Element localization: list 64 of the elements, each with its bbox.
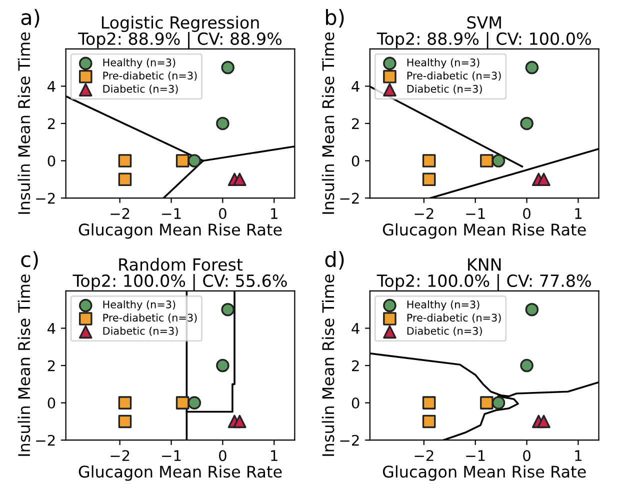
x-tick-label: −2 xyxy=(414,450,434,461)
text: c) xyxy=(21,251,38,270)
x-tick-label: −1 xyxy=(466,208,485,219)
text: a) xyxy=(21,9,40,28)
chart-subtitle: Top2: 100.0% | CV: 55.6% xyxy=(72,274,287,291)
legend-label: Healthy (n=3) xyxy=(103,58,176,68)
y-axis-title: Insulin Mean Rise Time xyxy=(18,32,30,214)
x-axis-title: Glucagon Mean Rise Rate xyxy=(78,223,282,239)
chart-title: Random Forest xyxy=(119,258,243,271)
y-tick-label: 0 xyxy=(48,155,56,167)
chart-subtitle: Top2: 88.9% | CV: 100.0% xyxy=(376,32,591,49)
legend-label: Diabetic (n=3) xyxy=(103,84,178,94)
x-axis-title: Glucagon Mean Rise Rate xyxy=(382,223,586,239)
y-tick-label: 0 xyxy=(352,398,360,409)
y-tick-label: −2 xyxy=(36,192,55,204)
x-tick-label: 1 xyxy=(575,450,582,461)
y-tick-label: −2 xyxy=(340,434,359,446)
x-tick-label: −1 xyxy=(466,450,485,461)
legend-label: Pre-diabetic (n=3) xyxy=(407,314,501,323)
y-tick-label: 4 xyxy=(48,81,56,92)
legend-label: Diabetic (n=3) xyxy=(103,326,178,336)
legend-label: Healthy (n=3) xyxy=(407,58,480,68)
y-tick-label: −2 xyxy=(340,192,359,204)
y-axis-title: Insulin Mean Rise Time xyxy=(18,274,30,456)
x-tick-label: −2 xyxy=(110,208,130,219)
x-tick-label: 0 xyxy=(523,450,530,462)
x-tick-label: 1 xyxy=(575,208,582,219)
chart-title: SVM xyxy=(467,16,501,29)
legend-label: Diabetic (n=3) xyxy=(407,84,482,94)
y-tick-label: 2 xyxy=(352,360,359,372)
y-tick-label: 0 xyxy=(352,155,360,167)
y-tick-label: 4 xyxy=(352,323,360,334)
legend-label: Pre-diabetic (n=3) xyxy=(103,314,197,323)
y-tick-label: −2 xyxy=(36,434,55,446)
y-tick-label: 4 xyxy=(48,323,56,334)
x-tick-label: −1 xyxy=(162,450,181,461)
y-axis-title: Insulin Mean Rise Time xyxy=(322,32,334,214)
text: b) xyxy=(326,8,344,28)
chart-title: KNN xyxy=(468,258,501,271)
x-axis-title: Glucagon Mean Rise Rate xyxy=(78,465,282,481)
x-tick-label: 0 xyxy=(523,208,530,220)
x-tick-label: −2 xyxy=(414,208,434,219)
chart-title: Logistic Regression xyxy=(102,16,259,32)
x-axis-title: Glucagon Mean Rise Rate xyxy=(382,465,586,481)
text: d) xyxy=(325,251,344,270)
x-tick-label: −1 xyxy=(162,208,181,219)
y-tick-label: 4 xyxy=(352,81,360,92)
y-tick-label: 2 xyxy=(48,118,55,130)
x-tick-label: −2 xyxy=(110,450,130,461)
x-tick-label: 1 xyxy=(271,208,278,219)
legend-label: Healthy (n=3) xyxy=(407,300,480,310)
x-tick-label: 0 xyxy=(219,450,226,462)
chart-subtitle: Top2: 88.9% | CV: 88.9% xyxy=(78,32,282,49)
y-tick-label: 2 xyxy=(48,360,55,372)
y-tick-label: 0 xyxy=(48,398,56,409)
legend-label: Pre-diabetic (n=3) xyxy=(407,71,501,81)
y-tick-label: 2 xyxy=(352,118,359,130)
legend-label: Diabetic (n=3) xyxy=(407,326,482,336)
y-axis-title: Insulin Mean Rise Time xyxy=(322,274,334,456)
chart-subtitle: Top2: 100.0% | CV: 77.8% xyxy=(376,274,591,291)
x-tick-label: 1 xyxy=(271,450,278,461)
x-tick-label: 0 xyxy=(219,208,226,220)
legend-label: Pre-diabetic (n=3) xyxy=(103,71,197,81)
legend-label: Healthy (n=3) xyxy=(103,300,176,310)
